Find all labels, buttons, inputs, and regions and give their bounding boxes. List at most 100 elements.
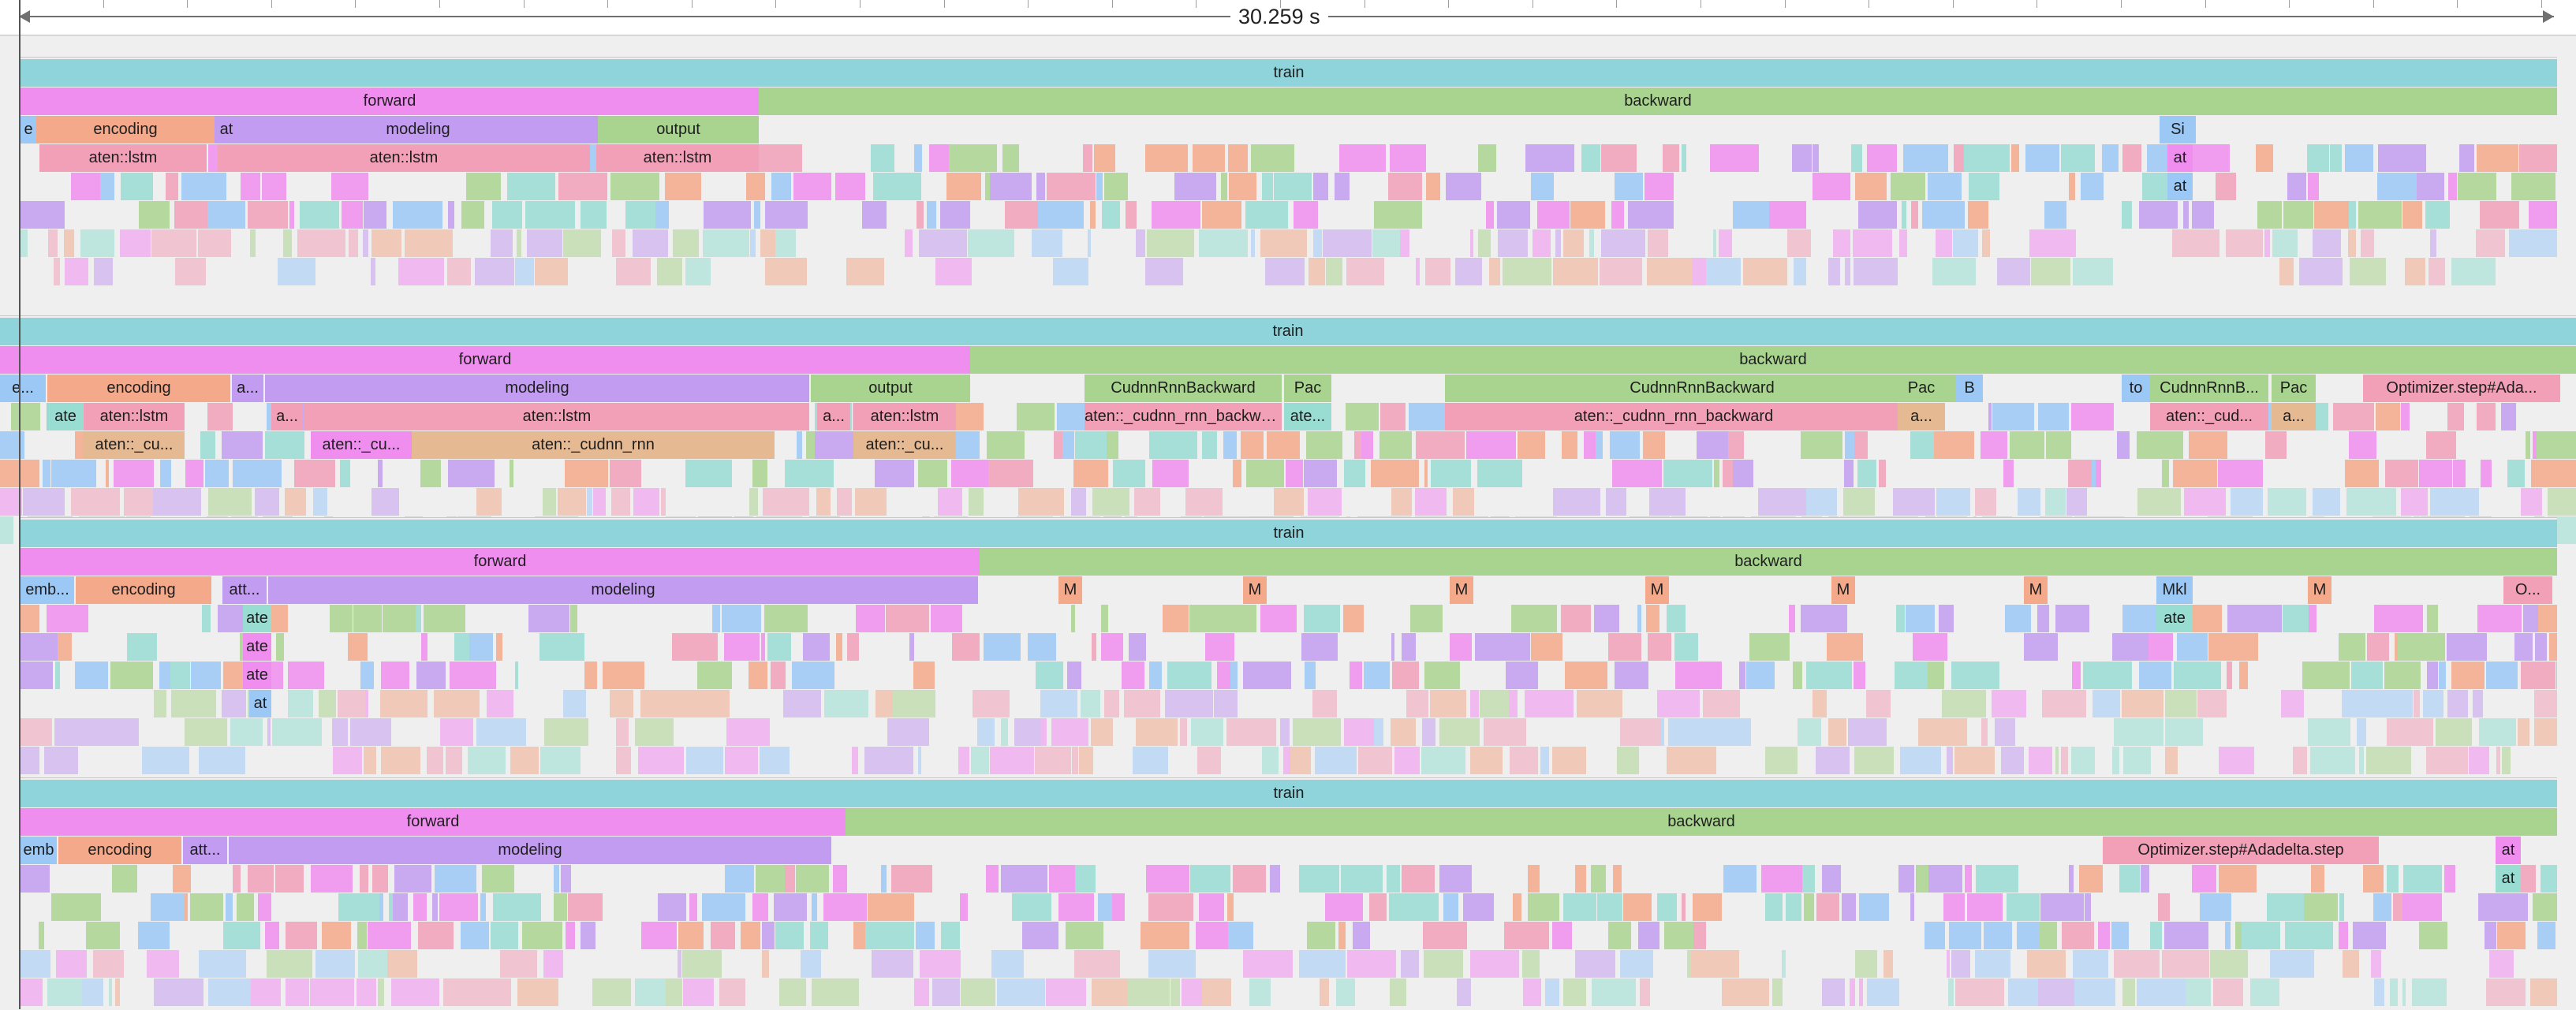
flame-filler-slice[interactable] xyxy=(1001,718,1008,746)
flame-filler-slice[interactable] xyxy=(881,865,887,893)
flame-filler-slice[interactable] xyxy=(584,662,597,689)
flame-filler-slice[interactable] xyxy=(56,950,87,978)
flame-filler-slice[interactable] xyxy=(166,173,178,200)
flame-filler-slice[interactable] xyxy=(1274,488,1304,516)
flame-filler-slice[interactable] xyxy=(1648,229,1668,257)
flame-filler-slice[interactable] xyxy=(1816,747,1850,774)
flame-filler-slice[interactable] xyxy=(2401,488,2428,516)
flame-filler-slice[interactable] xyxy=(1470,747,1503,774)
flame-filler-slice[interactable] xyxy=(1975,488,1996,516)
flame-filler-slice[interactable] xyxy=(2359,747,2364,774)
flame-filler-slice[interactable] xyxy=(2531,460,2576,487)
flame-filler-slice[interactable] xyxy=(2008,978,2038,1006)
flame-filler-slice[interactable] xyxy=(2308,173,2319,200)
flame-filler-slice[interactable] xyxy=(51,893,101,921)
flame-filler-slice[interactable] xyxy=(1513,893,1521,921)
flame-slice-modeling[interactable]: modeling xyxy=(238,116,598,143)
flame-filler-slice[interactable] xyxy=(678,922,704,949)
flame-filler-slice[interactable] xyxy=(563,690,586,717)
flame-filler-slice[interactable] xyxy=(2018,488,2040,516)
flame-filler-slice[interactable] xyxy=(824,690,868,717)
flame-filler-slice[interactable] xyxy=(1344,718,1374,746)
flame-filler-slice[interactable] xyxy=(416,662,446,689)
flame-filler-slice[interactable] xyxy=(1391,718,1416,746)
flame-filler-slice[interactable] xyxy=(2419,460,2452,487)
flame-filler-slice[interactable] xyxy=(2003,460,2014,487)
flame-slice-train[interactable]: train xyxy=(21,780,2557,807)
flame-filler-slice[interactable] xyxy=(1202,978,1231,1006)
flame-filler-slice[interactable] xyxy=(2304,893,2338,921)
flame-filler-slice[interactable] xyxy=(1645,173,1674,200)
flame-slice-output[interactable]: output xyxy=(811,375,970,402)
flame-filler-slice[interactable] xyxy=(1431,460,1471,487)
flame-filler-slice[interactable] xyxy=(2227,605,2234,632)
flame-filler-slice[interactable] xyxy=(1083,144,1092,172)
flame-filler-slice[interactable] xyxy=(1270,865,1280,893)
flame-filler-slice[interactable] xyxy=(450,662,496,689)
flame-filler-slice[interactable] xyxy=(1071,488,1086,516)
flame-filler-slice[interactable] xyxy=(448,460,495,487)
flame-filler-slice[interactable] xyxy=(208,978,251,1006)
flame-filler-slice[interactable] xyxy=(1299,865,1339,893)
flame-filler-slice[interactable] xyxy=(2123,747,2151,774)
flame-filler-slice[interactable] xyxy=(2027,950,2066,978)
flame-filler-slice[interactable] xyxy=(865,922,914,949)
flame-filler-slice[interactable] xyxy=(1562,431,1577,459)
flame-filler-slice[interactable] xyxy=(2114,718,2163,746)
flame-filler-slice[interactable] xyxy=(929,144,949,172)
flame-filler-slice[interactable] xyxy=(754,201,760,229)
flame-filler-slice[interactable] xyxy=(466,173,501,200)
flame-filler-slice[interactable] xyxy=(1001,865,1047,893)
flame-slice-at[interactable]: at xyxy=(249,690,271,717)
flame-filler-slice[interactable] xyxy=(2469,747,2489,774)
flame-filler-slice[interactable] xyxy=(1939,605,1954,632)
flame-filler-slice[interactable] xyxy=(1859,893,1889,921)
flame-slice-a[interactable]: a... xyxy=(271,403,303,430)
flame-slice-train[interactable]: train xyxy=(21,520,2557,547)
flame-slice-e[interactable]: e... xyxy=(0,375,46,402)
flame-filler-slice[interactable] xyxy=(971,747,989,774)
flame-filler-slice[interactable] xyxy=(2112,747,2119,774)
flame-filler-slice[interactable] xyxy=(938,488,962,516)
flame-filler-slice[interactable] xyxy=(2079,865,2103,893)
flame-filler-slice[interactable] xyxy=(1205,633,1234,661)
flame-filler-slice[interactable] xyxy=(1976,865,2018,893)
flame-filler-slice[interactable] xyxy=(1391,633,1394,661)
flame-filler-slice[interactable] xyxy=(2521,662,2555,689)
flame-filler-slice[interactable] xyxy=(2085,893,2091,921)
flame-filler-slice[interactable] xyxy=(1850,978,1855,1006)
flame-filler-slice[interactable] xyxy=(443,978,483,1006)
flame-filler-slice[interactable] xyxy=(1640,978,1650,1006)
flame-filler-slice[interactable] xyxy=(1581,144,1600,172)
flame-filler-slice[interactable] xyxy=(1012,893,1051,921)
flame-filler-slice[interactable] xyxy=(1371,460,1419,487)
flame-filler-slice[interactable] xyxy=(2330,144,2342,172)
flame-filler-slice[interactable] xyxy=(1531,173,1554,200)
flame-panel-4[interactable]: train forward backward emb encoding att... mod… xyxy=(21,777,2557,1010)
flame-filler-slice[interactable] xyxy=(2436,718,2472,746)
flame-filler-slice[interactable] xyxy=(1098,893,1112,921)
flame-slice-cudnnrnnb[interactable]: CudnnRnnB... xyxy=(2150,375,2268,402)
flame-filler-slice[interactable] xyxy=(1553,258,1598,285)
flame-filler-slice[interactable] xyxy=(398,258,444,285)
flame-slice-a[interactable]: a... xyxy=(2272,403,2316,430)
flame-filler-slice[interactable] xyxy=(685,258,711,285)
flame-slice-aten-cud[interactable]: aten::_cud... xyxy=(2150,403,2268,430)
flame-filler-slice[interactable] xyxy=(1928,173,1962,200)
flame-filler-slice[interactable] xyxy=(1857,460,1876,487)
flame-filler-slice[interactable] xyxy=(1913,633,1947,661)
flame-filler-slice[interactable] xyxy=(2038,978,2074,1006)
flame-filler-slice[interactable] xyxy=(75,662,108,689)
flame-slice-m[interactable]: M xyxy=(1058,576,1082,604)
flame-filler-slice[interactable] xyxy=(2481,460,2492,487)
flame-filler-slice[interactable] xyxy=(1190,865,1230,893)
flame-filler-slice[interactable] xyxy=(1189,605,1211,632)
flame-filler-slice[interactable] xyxy=(2373,893,2378,921)
flame-filler-slice[interactable] xyxy=(1806,488,1837,516)
flame-filler-slice[interactable] xyxy=(1191,718,1223,746)
flame-filler-slice[interactable] xyxy=(2361,229,2374,257)
flame-filler-slice[interactable] xyxy=(1484,718,1526,746)
flame-filler-slice[interactable] xyxy=(1406,690,1428,717)
flame-filler-slice[interactable] xyxy=(2074,978,2115,1006)
flame-filler-slice[interactable] xyxy=(278,258,315,285)
